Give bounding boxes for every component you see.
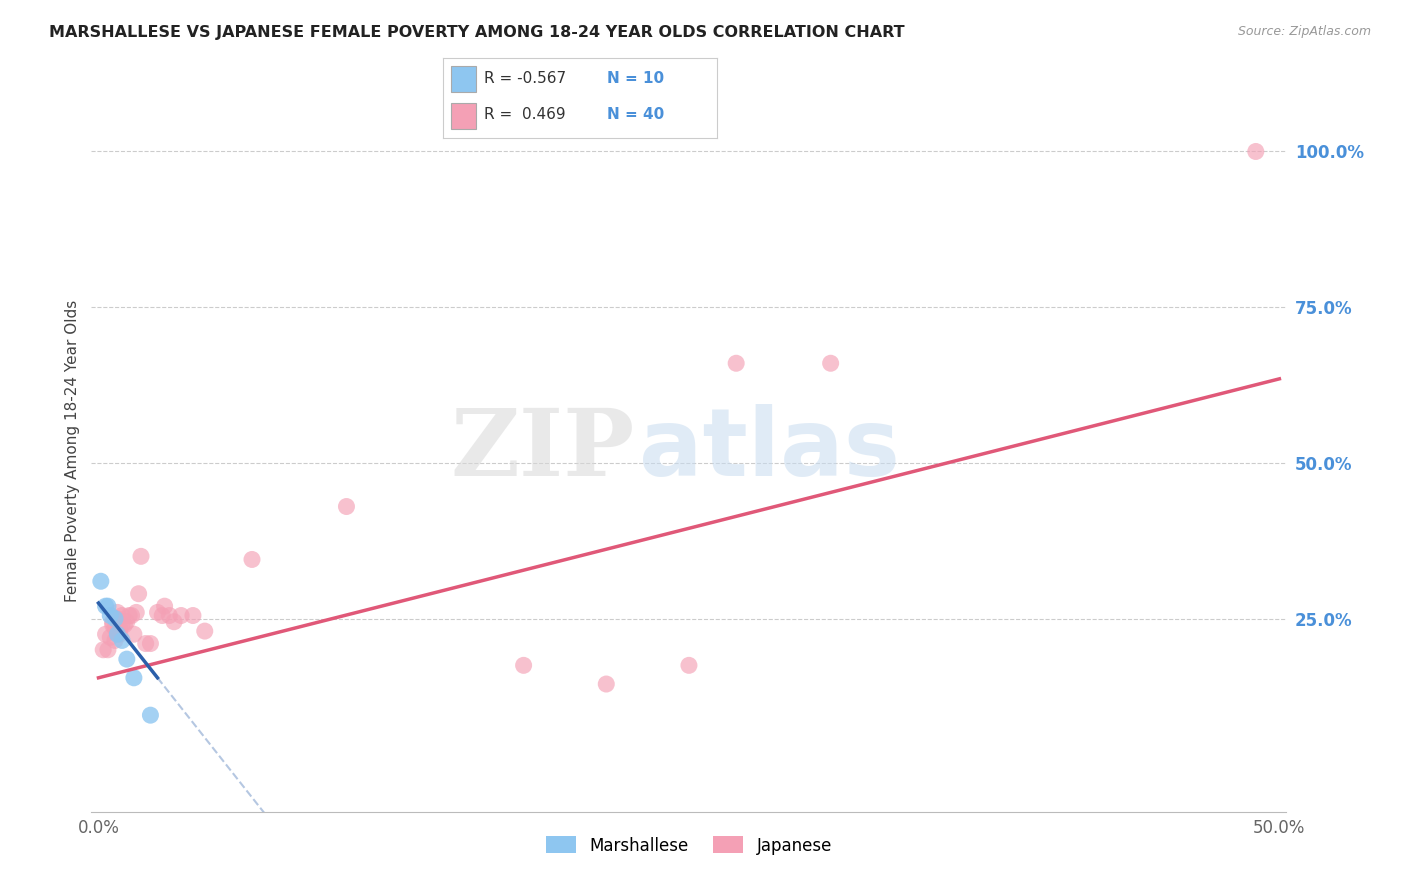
Bar (451, 103, 475, 128)
Point (108, 627, 131, 641)
Point (115, 652, 138, 666)
Point (122, 671, 145, 685)
Point (335, 500, 357, 514)
Point (240, 552, 263, 566)
Point (97, 599, 120, 614)
Point (512, 658, 534, 673)
Point (125, 606, 148, 620)
Point (105, 606, 128, 620)
Text: atlas: atlas (638, 404, 900, 497)
Point (97, 642, 120, 657)
Point (111, 633, 134, 648)
Point (104, 621, 127, 635)
Point (111, 608, 134, 623)
Point (94, 627, 117, 641)
Point (150, 608, 173, 623)
Point (98, 608, 121, 623)
Text: R = -0.567: R = -0.567 (484, 70, 567, 86)
Point (122, 627, 145, 641)
Point (121, 608, 143, 623)
Point (94, 599, 117, 614)
Text: R =  0.469: R = 0.469 (484, 107, 565, 122)
Point (146, 606, 169, 620)
Point (135, 636, 157, 650)
Point (105, 627, 128, 641)
Point (1244, 145, 1267, 159)
Point (104, 633, 127, 648)
Point (91, 642, 114, 657)
Point (595, 677, 617, 691)
Point (111, 618, 134, 632)
Point (139, 636, 162, 650)
Point (105, 612, 128, 626)
Point (153, 599, 176, 614)
Point (139, 708, 162, 723)
Y-axis label: Female Poverty Among 18-24 Year Olds: Female Poverty Among 18-24 Year Olds (65, 300, 80, 601)
Text: ZIP: ZIP (451, 406, 636, 495)
Point (114, 618, 136, 632)
Point (129, 549, 152, 564)
Point (194, 624, 217, 639)
Point (157, 608, 180, 623)
Point (170, 608, 193, 623)
Point (163, 615, 186, 629)
Point (101, 615, 124, 629)
Point (108, 621, 131, 635)
Bar (451, 66, 475, 92)
Point (98, 630, 121, 644)
Legend: Marshallese, Japanese: Marshallese, Japanese (538, 830, 839, 861)
Point (118, 608, 141, 623)
Text: Source: ZipAtlas.com: Source: ZipAtlas.com (1237, 25, 1371, 38)
Point (101, 618, 124, 632)
Point (725, 356, 748, 370)
Text: MARSHALLESE VS JAPANESE FEMALE POVERTY AMONG 18-24 YEAR OLDS CORRELATION CHART: MARSHALLESE VS JAPANESE FEMALE POVERTY A… (49, 25, 905, 40)
Text: N = 40: N = 40 (607, 107, 665, 122)
Point (90, 574, 112, 589)
Point (104, 612, 127, 626)
Point (181, 608, 204, 623)
Text: N = 10: N = 10 (607, 70, 665, 86)
Point (678, 658, 700, 673)
Point (115, 615, 138, 629)
Point (128, 587, 150, 601)
Point (820, 356, 842, 370)
